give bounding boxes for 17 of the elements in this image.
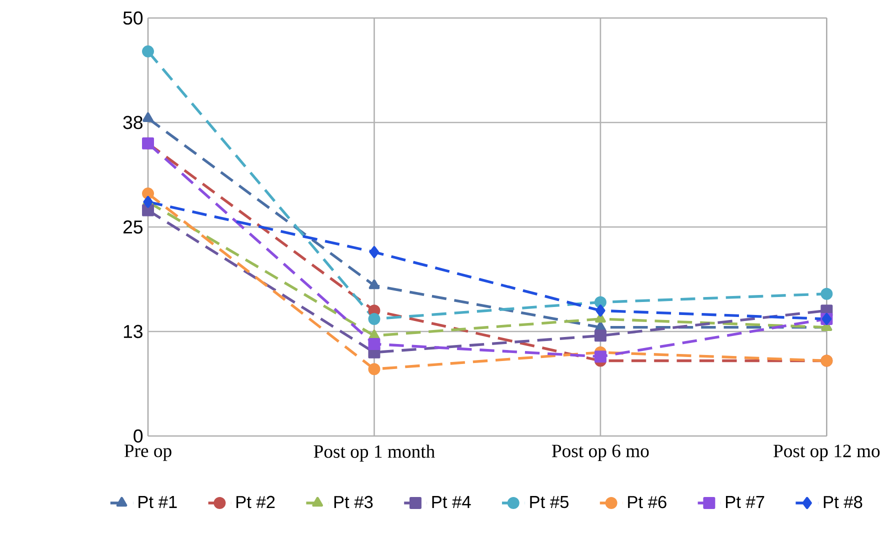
x-tick-label: Post op 6 mo [552,444,649,462]
x-tick-label: Post op 1 month [314,444,435,462]
legend-label: Pt #5 [530,496,568,508]
x-tick-label: Pre op [124,444,172,461]
y-tick-label: 38 [123,116,142,130]
legend-label: Pt #2 [236,496,275,508]
legend-label: Pt #6 [628,496,666,508]
legend-label: Pt #4 [432,496,471,508]
legend-label: Pt #3 [334,496,373,508]
legend-label: Pt #8 [824,496,862,508]
legend-label: Pt #1 [138,496,177,508]
x-tick-label: Post op 12 mo [774,444,880,462]
y-tick-label: 0 [134,429,143,443]
legend-label: Pt #7 [726,496,764,508]
y-tick-label: 25 [123,220,143,234]
y-tick-label: 13 [124,324,142,338]
y-tick-label: 50 [123,11,143,25]
